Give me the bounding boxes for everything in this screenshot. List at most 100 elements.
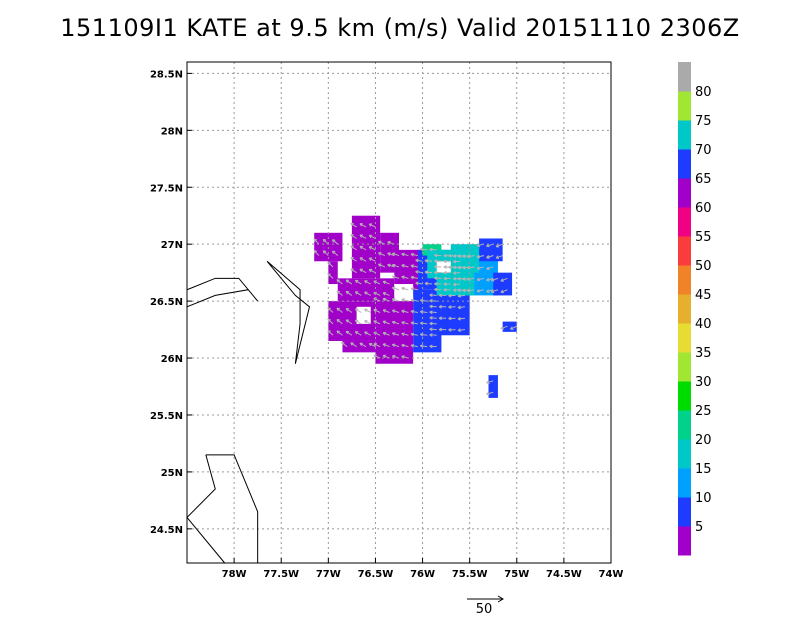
wind-vector-92 bbox=[410, 287, 418, 291]
wind-vector-156 bbox=[486, 266, 494, 271]
y-tick-label: 26N bbox=[161, 354, 183, 365]
wind-vector-35 bbox=[378, 263, 386, 268]
wind-vector-96 bbox=[410, 343, 418, 348]
wind-vector-34 bbox=[368, 223, 376, 228]
wind-vector-82 bbox=[359, 342, 367, 348]
wind-vector-1 bbox=[313, 238, 320, 245]
colorbar-swatch-2 bbox=[678, 468, 691, 498]
x-tick-label: 76.5W bbox=[358, 569, 394, 580]
wind-vector-173 bbox=[443, 276, 451, 281]
colorbar-label: 30 bbox=[695, 375, 712, 390]
wind-vector-5 bbox=[331, 239, 339, 245]
wind-vector-98 bbox=[410, 321, 418, 325]
wind-vector-71 bbox=[391, 320, 400, 325]
x-tick-label: 75.5W bbox=[452, 569, 488, 580]
wind-vector-108 bbox=[429, 321, 437, 326]
wind-vector-26 bbox=[359, 257, 367, 262]
colorbar-label: 55 bbox=[695, 230, 712, 245]
colorbar-label: 25 bbox=[695, 404, 712, 419]
wind-vector-90 bbox=[401, 264, 409, 268]
wind-vector-162 bbox=[495, 255, 503, 259]
wind-vector-55 bbox=[364, 308, 371, 313]
wind-vector-118 bbox=[438, 293, 447, 298]
colorbar-swatch-1 bbox=[678, 497, 691, 527]
wind-vector-192 bbox=[424, 270, 433, 275]
wind-vector-30 bbox=[368, 268, 376, 274]
wind-vector-166 bbox=[500, 289, 508, 294]
wind-vector-99 bbox=[410, 309, 418, 314]
wind-vector-18 bbox=[382, 292, 390, 296]
wind-vector-14 bbox=[364, 291, 371, 296]
wind-vector-29 bbox=[359, 223, 367, 228]
colorbar-label: 5 bbox=[695, 520, 703, 535]
wind-vector-9 bbox=[336, 279, 343, 285]
wind-vector-12 bbox=[354, 291, 362, 296]
wind-vector-171 bbox=[434, 253, 442, 258]
colorbar-swatch-8 bbox=[678, 294, 691, 324]
colorbar-label: 20 bbox=[695, 433, 712, 448]
colorbar-label: 80 bbox=[695, 85, 712, 100]
wind-vector-112 bbox=[429, 316, 437, 320]
colorbar-swatch-14 bbox=[678, 120, 691, 150]
wind-vector-4 bbox=[331, 250, 339, 256]
wind-vector-119 bbox=[448, 327, 456, 332]
colorbar-swatch-0 bbox=[678, 526, 691, 556]
wind-vector-3 bbox=[322, 238, 329, 245]
wind-vector-84 bbox=[391, 286, 400, 291]
axis-ticks: 78W 77.5W 77W 76.5W 76W 75.5W 75W 74.5W 74W 24.5N… bbox=[150, 69, 624, 580]
wind-vector-32 bbox=[368, 246, 376, 251]
wind-cell-20 bbox=[488, 375, 498, 398]
colorbar-label: 60 bbox=[695, 201, 712, 216]
wind-vector-87 bbox=[391, 252, 400, 257]
wind-vector-129 bbox=[415, 258, 423, 263]
wind-vector-77 bbox=[401, 320, 409, 325]
wind-vector-69 bbox=[391, 343, 400, 348]
colorbar-swatch-11 bbox=[678, 207, 691, 237]
wind-vector-75 bbox=[401, 343, 409, 348]
wind-vector-80 bbox=[341, 341, 348, 348]
y-tick-label: 28N bbox=[161, 126, 183, 137]
wind-vector-85 bbox=[391, 275, 400, 279]
wind-vector-25 bbox=[359, 268, 367, 274]
colorbar-swatch-5 bbox=[678, 381, 691, 411]
wind-vector-120 bbox=[448, 316, 456, 321]
wind-vector-49 bbox=[345, 308, 353, 313]
wind-reference: 50 bbox=[467, 595, 504, 617]
missing-data-0 bbox=[394, 284, 414, 302]
wind-vector-117 bbox=[438, 304, 447, 309]
x-tick-label: 76W bbox=[410, 569, 435, 580]
wind-vector-63 bbox=[382, 343, 390, 348]
colorbar-label: 10 bbox=[695, 491, 712, 506]
colorbar-swatch-4 bbox=[678, 410, 691, 440]
colorbar-label: 40 bbox=[695, 317, 712, 332]
wind-vector-122 bbox=[448, 293, 456, 298]
wind-cell-1 bbox=[328, 261, 338, 285]
wind-vector-152 bbox=[476, 266, 484, 270]
wind-vector-109 bbox=[429, 310, 437, 315]
wind-vector-130 bbox=[424, 281, 433, 286]
coastlines bbox=[186, 260, 311, 564]
wind-cells-layer bbox=[314, 215, 517, 398]
wind-vector-150 bbox=[476, 288, 484, 293]
wind-cell-6 bbox=[375, 295, 414, 364]
wind-vector-88 bbox=[401, 286, 409, 291]
wind-vector-47 bbox=[345, 330, 353, 336]
wind-vector-138 bbox=[443, 259, 451, 264]
wind-vector-28 bbox=[359, 234, 367, 239]
wind-vector-199 bbox=[486, 380, 494, 384]
wind-vector-127 bbox=[415, 281, 423, 286]
wind-vector-86 bbox=[391, 263, 400, 268]
wind-vector-125 bbox=[457, 305, 466, 310]
colorbar-label: 50 bbox=[695, 259, 712, 274]
wind-vector-48 bbox=[345, 319, 353, 325]
colorbar-swatch-15 bbox=[678, 91, 691, 121]
wind-vector-191 bbox=[429, 247, 437, 252]
colorbar-label: 65 bbox=[695, 172, 712, 187]
wind-vector-170 bbox=[434, 264, 442, 269]
colorbar-swatch-16 bbox=[678, 62, 691, 92]
wind-vector-180 bbox=[462, 288, 470, 293]
wind-vector-23 bbox=[350, 234, 357, 239]
colorbar-label: 75 bbox=[695, 114, 712, 129]
wind-vector-51 bbox=[354, 319, 362, 325]
wind-vector-65 bbox=[382, 320, 390, 325]
